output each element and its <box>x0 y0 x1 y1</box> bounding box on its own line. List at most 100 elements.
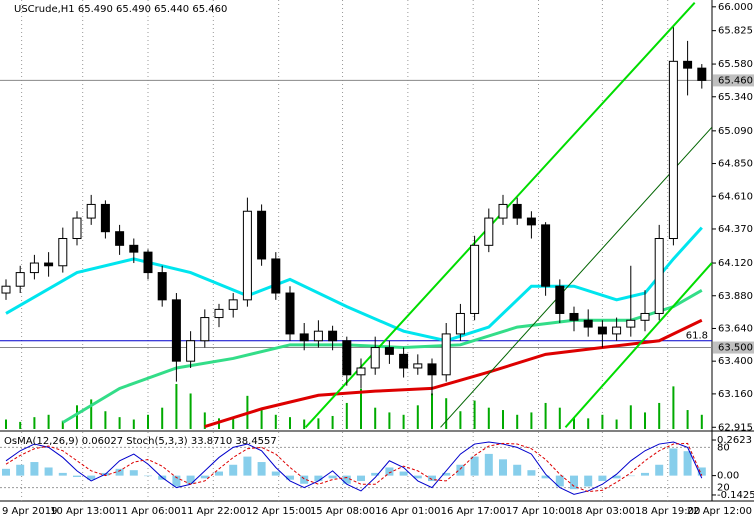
candle-body <box>86 203 96 219</box>
osma-bar <box>555 475 564 487</box>
candle-body <box>697 67 707 81</box>
candle-body <box>413 363 423 369</box>
candle-body <box>640 312 650 321</box>
volume-bar <box>644 412 646 429</box>
candle-body <box>72 217 82 240</box>
volume-bar <box>388 412 391 429</box>
volume-bar <box>445 398 448 429</box>
volume-bar <box>147 414 149 429</box>
volume-bar <box>516 414 519 429</box>
chart-title: USCrude,H1 65.490 65.490 65.440 65.460 <box>14 4 227 15</box>
moving-average <box>204 318 703 429</box>
candle-body <box>257 210 267 260</box>
osma-bar <box>641 472 649 476</box>
osma-bar <box>257 462 266 476</box>
osma-bar <box>30 462 39 476</box>
y-tick-label: 63.400 <box>718 356 753 367</box>
y-tick-label: 65.090 <box>718 126 753 137</box>
candle-body <box>171 299 181 362</box>
osma-tick-label: -0.14253 <box>717 490 754 501</box>
volume-bar <box>360 388 362 429</box>
candle-body <box>455 312 465 335</box>
candle-body <box>58 238 68 267</box>
x-tick-label: 15 Apr 08:00 <box>310 506 375 517</box>
osma-bar <box>570 475 578 490</box>
volume-bar <box>615 419 618 429</box>
osma-bar <box>484 453 493 476</box>
volume-bar <box>19 421 22 429</box>
candle-body <box>29 262 39 274</box>
osma-tick-label: 0.00 <box>717 471 739 482</box>
x-tick-label: 17 Apr 10:00 <box>506 506 571 517</box>
osma-bar <box>598 475 607 482</box>
osma-bar <box>655 464 664 476</box>
candle-body <box>186 340 196 362</box>
volume-bar <box>473 400 476 429</box>
candle-body <box>15 272 25 287</box>
candle-body <box>157 272 167 301</box>
x-tick-label: 9 Apr 2019 <box>2 506 57 517</box>
level-tag <box>713 74 754 87</box>
osma-bar <box>669 448 678 476</box>
candle-body <box>299 333 309 342</box>
candle-body <box>626 319 636 328</box>
osma-bar <box>470 456 479 476</box>
candle-body <box>313 330 323 342</box>
volume-bar <box>189 393 192 429</box>
stoch-tick-label: 80 <box>717 442 730 453</box>
volume-bar <box>658 402 661 429</box>
osma-bar <box>697 467 706 476</box>
volume-bar <box>76 405 78 429</box>
osma-bar <box>456 464 465 476</box>
volume-bar <box>47 414 50 429</box>
x-tick-label: 18 Apr 19:00 <box>635 506 700 517</box>
volume-bar <box>331 415 334 429</box>
candle-body <box>668 60 678 240</box>
volume-bar <box>303 419 306 429</box>
level-label: 61.8 <box>686 331 708 342</box>
candle-body <box>555 285 565 314</box>
candle-body <box>271 258 281 294</box>
candle-body <box>484 217 494 246</box>
candle-body <box>427 363 437 376</box>
stoch-tick-label: 20 <box>717 483 730 494</box>
osma-bar <box>172 475 181 487</box>
candle-body <box>356 367 366 376</box>
volume-bar <box>232 417 235 429</box>
candle-body <box>569 312 579 321</box>
x-tick-label: 12 Apr 15:00 <box>246 506 311 517</box>
y-tick-label: 64.610 <box>718 191 753 202</box>
y-tick-label: 65.825 <box>718 26 753 37</box>
candle-body <box>612 326 622 335</box>
volume-bar <box>672 386 675 429</box>
osma-bar <box>144 475 152 477</box>
volume-bar <box>274 414 277 429</box>
x-tick-label: 11 Apr 22:00 <box>181 506 246 517</box>
x-tick-label: 22 Apr 12:00 <box>687 506 752 517</box>
stoch-line <box>5 442 703 493</box>
osma-bar <box>314 475 323 482</box>
x-tick-label: 16 Apr 01:00 <box>375 506 440 517</box>
volume-bar <box>260 410 263 429</box>
osma-bar <box>612 475 621 479</box>
candle-body <box>200 317 210 342</box>
volume-bar <box>90 399 93 429</box>
candle-body <box>654 238 664 314</box>
candle-body <box>441 333 451 376</box>
osma-bar <box>44 467 53 476</box>
volume-bar <box>487 407 490 429</box>
y-tick-label: 64.370 <box>718 224 753 235</box>
candle-body <box>285 292 295 335</box>
candle-body <box>242 210 252 301</box>
osma-bar <box>541 475 550 479</box>
volume-bar <box>629 405 632 429</box>
candle-body <box>470 244 480 314</box>
osma-bar <box>357 475 365 482</box>
candle-body <box>384 347 394 355</box>
y-tick-label: 64.120 <box>718 258 753 269</box>
y-tick-label: 65.340 <box>718 92 753 103</box>
y-tick-label: 63.880 <box>718 291 753 302</box>
volume-bar <box>374 407 377 429</box>
volume-bar <box>175 384 178 429</box>
